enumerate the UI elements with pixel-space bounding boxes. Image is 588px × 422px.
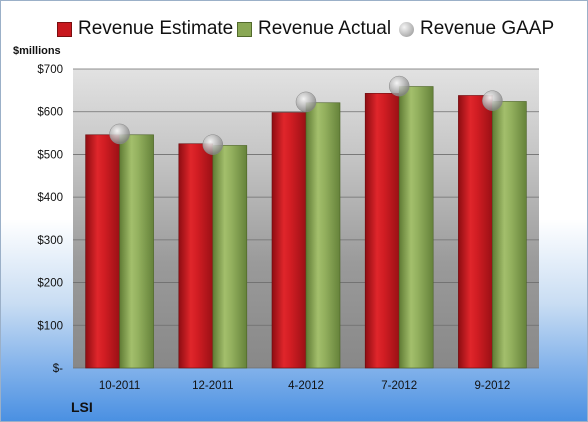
y-tick-label: $400 [37,192,63,204]
bars [85,86,527,369]
y-tick-label: $- [53,363,63,375]
x-tick-label: 9-2012 [474,380,510,392]
x-tick-label: 4-2012 [288,380,324,392]
legend-swatch-actual [237,21,252,37]
bar-actual [212,145,248,369]
legend-label-estimate: Revenue Estimate [78,18,234,39]
legend-item-actual: Revenue Actual [237,15,391,43]
y-axis-unit-label: $millions [13,45,61,57]
bar-estimate [364,93,400,369]
bar-estimate [178,143,214,369]
x-tick-label: 7-2012 [381,380,417,392]
y-tick-label: $200 [37,278,63,290]
bar-actual [305,102,341,369]
gaap-marker [109,123,130,145]
y-tick-label: $500 [37,149,63,161]
legend-marker-gaap-icon [399,21,414,37]
y-tick-label: $600 [37,107,63,119]
gaap-marker [295,91,317,113]
legend-swatch-estimate [57,21,72,37]
bar-estimate [271,112,307,369]
bar-actual [492,101,527,369]
legend-label-actual: Revenue Actual [258,18,392,39]
bar-actual [119,134,154,369]
legend-label-gaap: Revenue GAAP [420,18,555,39]
bar-actual [398,86,434,369]
bar-estimate [458,95,493,369]
legend-item-gaap: Revenue GAAP [399,15,554,43]
legend-item-estimate: Revenue Estimate [57,15,233,43]
y-tick-label: $700 [37,64,63,76]
gaap-markers [109,75,503,155]
gaap-marker [482,90,503,111]
legend: Revenue Estimate Revenue Actual Revenue … [1,15,587,43]
y-axis-ticks: $- $100 $200 $300 $400 $500 $600 $700 [37,64,63,375]
y-tick-label: $300 [37,235,63,247]
gaap-marker [388,75,410,97]
x-tick-label: 10-2011 [99,380,140,392]
x-axis-ticks: 10-2011 12-2011 4-2012 7-2012 9-2012 [99,380,510,392]
x-tick-label: 12-2011 [192,380,233,392]
gaap-marker [202,134,224,155]
y-tick-label: $100 [37,320,63,332]
company-label: LSI [71,399,93,415]
bar-estimate [85,134,120,369]
